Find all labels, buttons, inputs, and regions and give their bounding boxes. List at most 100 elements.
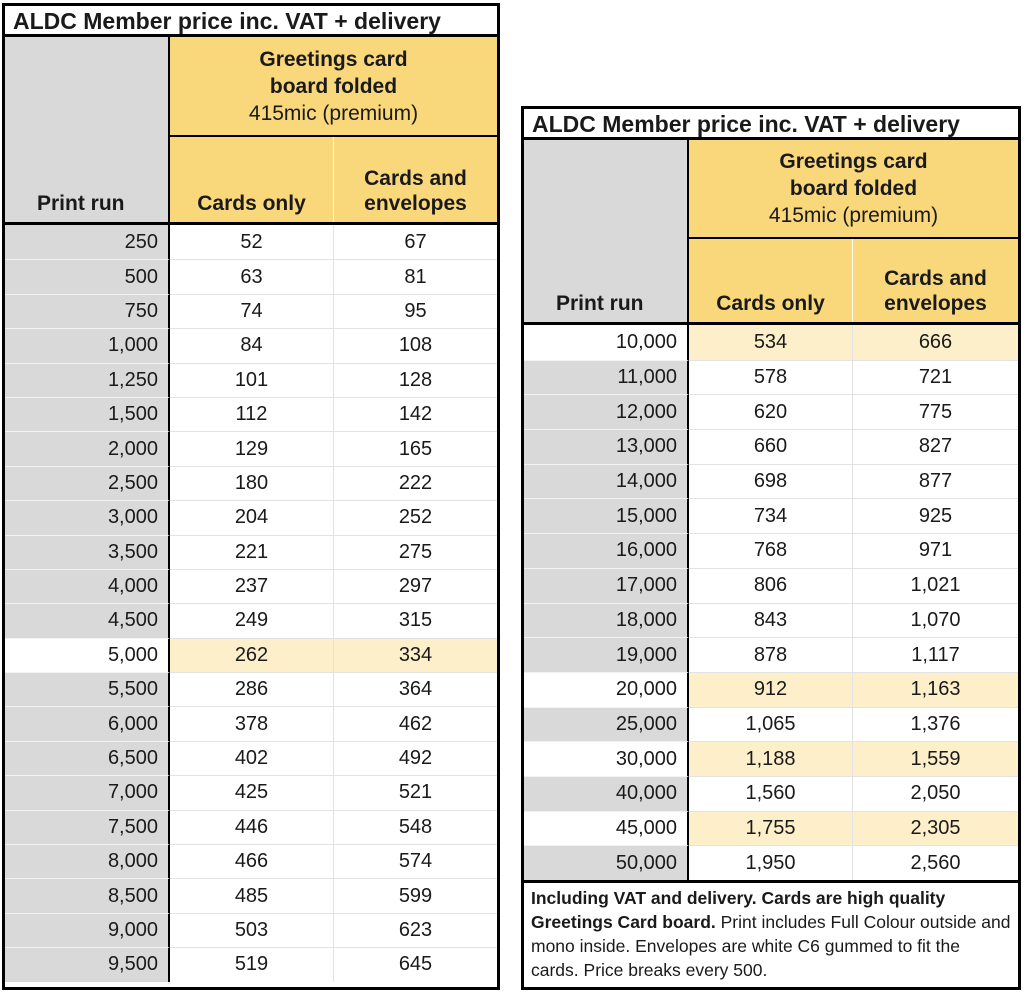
table-row: 15,000 734 925 — [524, 498, 1018, 534]
table-row: 40,000 1,560 2,050 — [524, 775, 1018, 811]
cards-envelopes-cell: 81 — [334, 259, 497, 294]
table-row: 8,500 485 599 — [5, 878, 497, 913]
table-row: 6,500 402 492 — [5, 740, 497, 776]
cards-envelopes-cell: 297 — [334, 568, 497, 604]
table-row: 500 63 81 — [5, 259, 497, 294]
cards-envelopes-cell: 95 — [334, 293, 497, 329]
print-run-cell: 1,000 — [5, 328, 170, 363]
cards-envelopes-header: Cards and envelopes — [884, 267, 987, 315]
cards-envelopes-cell: 548 — [334, 809, 497, 845]
footer-bold-text: Including VAT and delivery. Cards are hi… — [531, 888, 946, 932]
print-run-cell: 5,000 — [5, 637, 170, 673]
print-run-cell: 3,000 — [5, 500, 170, 535]
cards-envelopes-cell: 971 — [853, 533, 1018, 568]
print-run-cell: 4,500 — [5, 603, 170, 638]
cards-envelopes-cell: 275 — [334, 534, 497, 569]
print-run-cell: 5,500 — [5, 672, 170, 707]
column-headers: Cards only Cards and envelopes — [689, 239, 1018, 322]
table-row: 750 74 95 — [5, 293, 497, 329]
group-line-1: Greetings card — [779, 150, 928, 173]
table-row: 7,500 446 548 — [5, 809, 497, 845]
cards-envelopes-cell: 1,163 — [853, 671, 1018, 707]
table-row: 30,000 1,188 1,559 — [524, 741, 1018, 776]
cards-only-cell: 112 — [170, 396, 334, 432]
cards-only-cell: 768 — [689, 533, 853, 568]
print-run-cell: 3,500 — [5, 534, 170, 569]
table-row: 5,500 286 364 — [5, 672, 497, 707]
table-row: 18,000 843 1,070 — [524, 602, 1018, 638]
cards-only-cell: 1,065 — [689, 706, 853, 742]
product-header-area: Greetings card board folded 415mic (prem… — [689, 140, 1018, 322]
cards-envelopes-cell: 142 — [334, 396, 497, 432]
cards-envelopes-cell: 492 — [334, 740, 497, 776]
cards-envelopes-cell: 1,021 — [853, 567, 1018, 603]
group-line-3: 415mic (premium) — [248, 101, 419, 125]
product-group-header: Greetings card board folded 415mic (prem… — [170, 37, 497, 137]
print-run-cell: 750 — [5, 293, 170, 329]
table-row: 12,000 620 775 — [524, 394, 1018, 430]
cards-only-cell: 843 — [689, 602, 853, 638]
table-title: ALDC Member price inc. VAT + delivery — [5, 6, 497, 37]
print-run-cell: 7,000 — [5, 775, 170, 810]
table-row: 3,000 204 252 — [5, 500, 497, 535]
cards-envelopes-cell: 521 — [334, 775, 497, 810]
cards-envelopes-cell: 925 — [853, 498, 1018, 534]
cards-only-cell: 578 — [689, 359, 853, 395]
column-headers: Cards only Cards and envelopes — [170, 137, 497, 222]
cards-envelopes-cell: 67 — [334, 225, 497, 260]
print-run-cell: 500 — [5, 259, 170, 294]
cards-envelopes-cell: 623 — [334, 912, 497, 948]
print-run-cell: 30,000 — [524, 741, 689, 776]
print-run-cell: 18,000 — [524, 602, 689, 638]
product-group-header: Greetings card board folded 415mic (prem… — [689, 140, 1018, 239]
cards-only-cell: 63 — [170, 259, 334, 294]
print-run-cell: 50,000 — [524, 845, 689, 880]
print-run-cell: 250 — [5, 225, 170, 260]
cards-only-cell: 402 — [170, 740, 334, 776]
table-row: 2,500 180 222 — [5, 465, 497, 501]
cards-envelopes-cell: 2,560 — [853, 845, 1018, 880]
cards-envelopes-cell: 315 — [334, 603, 497, 638]
cards-only-cell: 660 — [689, 429, 853, 464]
print-run-cell: 7,500 — [5, 809, 170, 845]
table-row: 20,000 912 1,163 — [524, 671, 1018, 707]
cards-only-cell: 1,950 — [689, 845, 853, 880]
print-run-cell: 25,000 — [524, 706, 689, 742]
print-run-cell: 16,000 — [524, 533, 689, 568]
cards-envelopes-cell: 645 — [334, 947, 497, 982]
cards-only-cell: 912 — [689, 671, 853, 707]
cards-only-cell: 1,755 — [689, 810, 853, 846]
print-run-header: Print run — [524, 140, 689, 322]
table-row: 7,000 425 521 — [5, 775, 497, 810]
table-header: Print run Greetings card board folded 41… — [524, 140, 1018, 325]
cards-envelopes-cell: 827 — [853, 429, 1018, 464]
print-run-cell: 17,000 — [524, 567, 689, 603]
table-row: 1,250 101 128 — [5, 362, 497, 397]
print-run-cell: 13,000 — [524, 429, 689, 464]
cards-only-cell: 503 — [170, 912, 334, 948]
table-row: 13,000 660 827 — [524, 429, 1018, 464]
cards-only-cell: 262 — [170, 637, 334, 673]
table-row: 1,500 112 142 — [5, 396, 497, 432]
table-row: 19,000 878 1,117 — [524, 637, 1018, 672]
print-run-cell: 2,500 — [5, 465, 170, 501]
table-row: 9,000 503 623 — [5, 912, 497, 948]
print-run-cell: 11,000 — [524, 359, 689, 395]
table-row: 6,000 378 462 — [5, 706, 497, 741]
table-row: 4,000 237 297 — [5, 568, 497, 604]
cards-only-cell: 74 — [170, 293, 334, 329]
cards-envelopes-cell: 1,376 — [853, 706, 1018, 742]
table-row: 9,500 519 645 — [5, 947, 497, 982]
cards-only-cell: 466 — [170, 844, 334, 879]
cards-only-cell: 101 — [170, 362, 334, 397]
cards-only-cell: 698 — [689, 463, 853, 499]
table-row: 3,500 221 275 — [5, 534, 497, 569]
print-run-header: Print run — [5, 37, 170, 222]
cards-only-cell: 84 — [170, 328, 334, 363]
table-row: 11,000 578 721 — [524, 359, 1018, 395]
cards-envelopes-cell: 1,559 — [853, 741, 1018, 776]
cards-only-cell: 129 — [170, 431, 334, 466]
table-row: 17,000 806 1,021 — [524, 567, 1018, 603]
table-row: 5,000 262 334 — [5, 637, 497, 673]
cards-envelopes-cell: 462 — [334, 706, 497, 741]
